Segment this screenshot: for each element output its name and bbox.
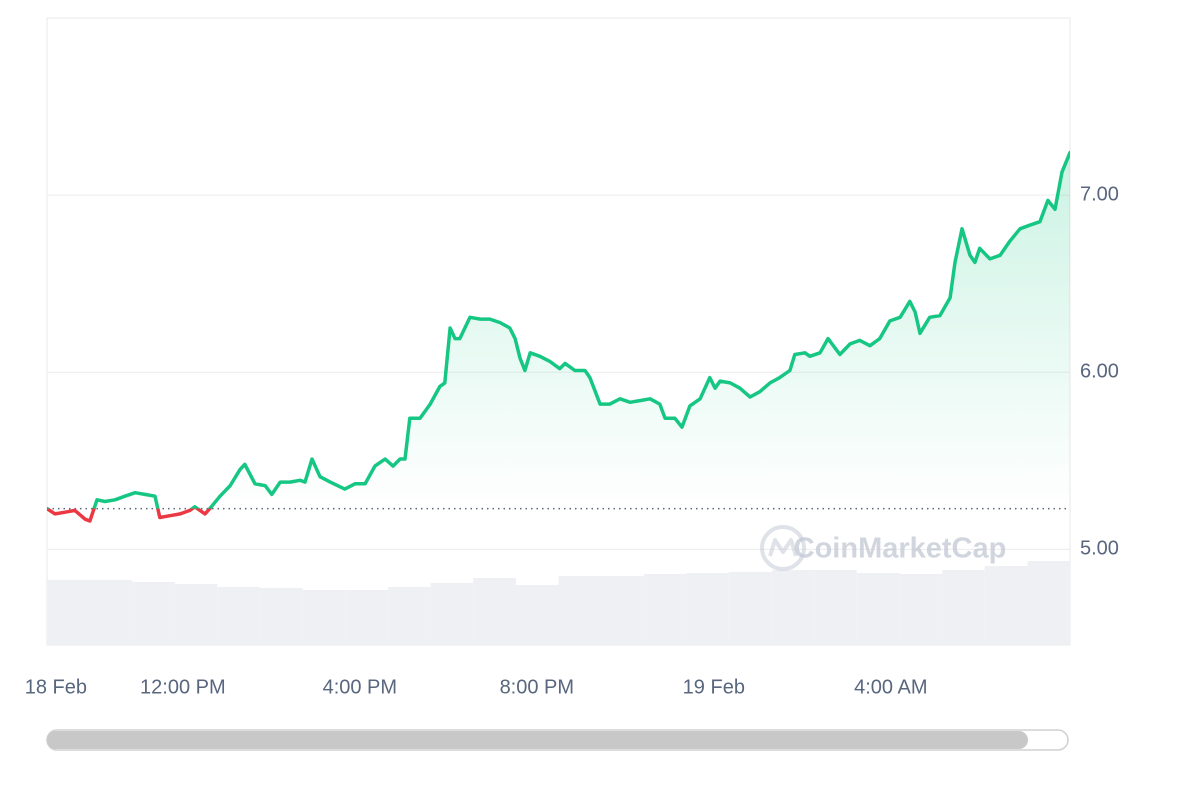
volume-bar xyxy=(942,570,985,645)
volume-bar xyxy=(558,576,601,645)
volume-bar xyxy=(516,585,559,645)
volume-bar xyxy=(388,587,431,645)
x-tick-label: 19 Feb xyxy=(683,676,745,698)
volume-bar xyxy=(771,570,815,645)
volume-bar xyxy=(47,580,90,645)
volume-bar xyxy=(473,578,517,645)
volume-bar xyxy=(1027,561,1070,645)
labels: 5.00 6.00 7.00 18 Feb 12:00 PM 4:00 PM 8:00 PM… xyxy=(25,183,1119,698)
volume-bar xyxy=(302,590,346,645)
area-fill xyxy=(47,152,1070,509)
volume-bar xyxy=(217,587,261,645)
x-tick-label: 18 Feb xyxy=(25,676,87,698)
volume-bar xyxy=(430,583,474,645)
volume-bar xyxy=(899,574,943,645)
y-tick-label: 5.00 xyxy=(1080,538,1119,560)
volume-bar xyxy=(600,576,644,645)
x-tick-label: 4:00 PM xyxy=(323,676,397,698)
volume xyxy=(47,561,1070,645)
volume-bar xyxy=(345,590,389,645)
volume-bar xyxy=(686,573,729,645)
volume-bar xyxy=(89,580,133,645)
x-tick-label: 8:00 PM xyxy=(500,676,574,698)
volume-bar xyxy=(132,582,175,645)
volume-bar xyxy=(984,566,1028,645)
volume-bar xyxy=(174,584,218,645)
x-tick-label: 4:00 AM xyxy=(854,676,927,698)
volume-bar xyxy=(856,573,900,645)
y-tick-label: 7.00 xyxy=(1080,183,1119,205)
x-tick-label: 12:00 PM xyxy=(140,676,226,698)
volume-bar xyxy=(643,574,687,645)
y-tick-label: 6.00 xyxy=(1080,361,1119,383)
price-line xyxy=(47,150,1070,523)
volume-bar xyxy=(814,570,857,645)
watermark: CoinMarketCap xyxy=(794,533,1007,565)
volume-bar xyxy=(728,572,772,645)
line-layer xyxy=(47,150,1070,523)
watermark-logo xyxy=(760,525,806,571)
scrollbar-thumb[interactable] xyxy=(47,731,1028,749)
volume-bar xyxy=(260,588,303,645)
